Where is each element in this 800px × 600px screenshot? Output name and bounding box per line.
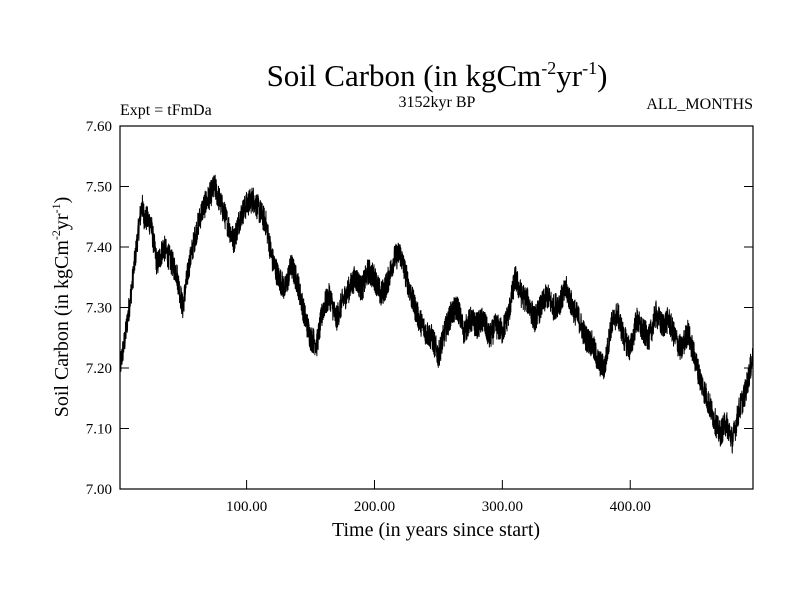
soil-carbon-series-line [119,174,754,454]
x-tick-label: 200.00 [354,499,395,515]
subtitle-period: 3152kyr BP [399,94,476,111]
subtitle-months: ALL_MONTHS [646,96,753,113]
y-axis-label: Soil Carbon (in kgCm-2yr-1) [49,197,73,418]
x-axis-ticks: 100.00 200.00 300.00 400.00 [226,480,651,515]
y-axis-ticks: 7.00 7.10 7.20 7.30 7.40 7.50 7.60 [86,119,753,498]
x-tick-label: 300.00 [482,499,523,515]
y-tick-label: 7.10 [86,422,112,438]
y-tick-label: 7.40 [86,240,112,256]
x-tick-label: 400.00 [610,499,651,515]
chart-title: Soil Carbon (in kgCm-2yr-1) [267,58,608,93]
subtitle-experiment: Expt = tFmDa [120,102,212,119]
y-tick-label: 7.00 [86,482,112,498]
y-tick-label: 7.50 [86,180,112,196]
y-tick-label: 7.60 [86,119,112,135]
y-tick-label: 7.20 [86,361,112,377]
x-tick-label: 100.00 [226,499,267,515]
y-tick-label: 7.30 [86,301,112,317]
x-axis-label: Time (in years since start) [332,519,540,541]
